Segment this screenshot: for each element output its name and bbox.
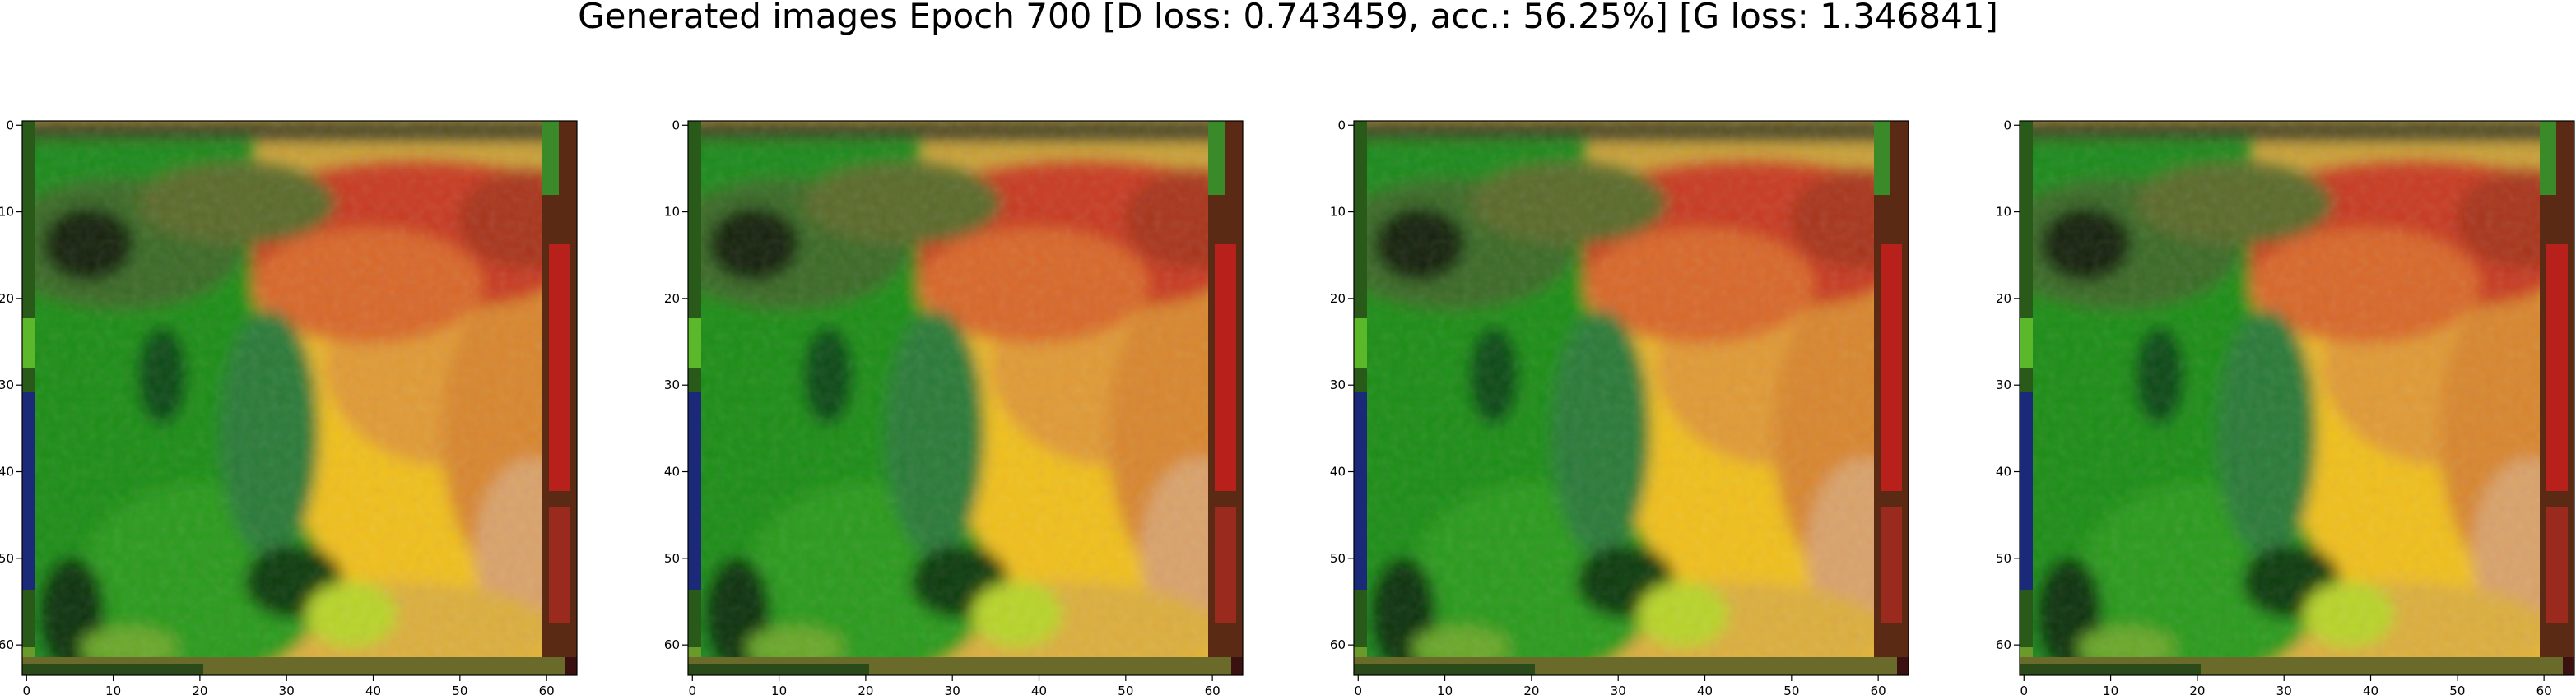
axes-frame (2019, 120, 2575, 676)
x-tick-label: 0 (2020, 683, 2028, 695)
x-tick-label: 40 (1697, 683, 1713, 695)
x-tick-label: 60 (2536, 683, 2552, 695)
x-tick-label: 30 (2276, 683, 2292, 695)
y-tick-label: 0 (2003, 118, 2011, 132)
image-panel-3: 0 10 20 30 40 50 60 0 10 20 30 40 50 60 (1329, 118, 1946, 695)
x-tick-label: 10 (2103, 683, 2118, 695)
y-tick-label: 50 (1330, 551, 1346, 566)
y-tick-label: 10 (1996, 205, 2011, 220)
y-tick-label: 40 (1996, 465, 2011, 480)
y-tick-label: 10 (664, 205, 680, 220)
generated-image (663, 121, 1281, 695)
x-tick-label: 50 (1783, 683, 1799, 695)
y-tick-label: 0 (6, 118, 14, 132)
y-tick-label: 20 (1330, 291, 1346, 306)
figure-title: Generated images Epoch 700 [D loss: 0.74… (578, 0, 1998, 36)
axes-frame (1353, 120, 1909, 676)
x-tick-label: 10 (771, 683, 787, 695)
y-tick-label: 30 (664, 378, 680, 392)
axes-frame (21, 120, 578, 676)
y-tick-label: 30 (0, 378, 14, 392)
y-tick-label: 40 (1330, 465, 1346, 480)
image-panel-1: 0 10 20 30 40 50 60 0 10 20 30 40 50 60 (0, 118, 615, 695)
y-tick-label: 40 (0, 465, 14, 480)
y-tick-label: 10 (0, 205, 14, 220)
y-tick-label: 10 (1330, 205, 1346, 220)
y-tick-label: 30 (1996, 378, 2011, 392)
x-tick-label: 30 (1611, 683, 1626, 695)
generated-image (0, 121, 615, 695)
x-tick-label: 20 (192, 683, 207, 695)
y-tick-label: 60 (1330, 637, 1346, 652)
x-tick-label: 10 (105, 683, 121, 695)
x-tick-label: 20 (1523, 683, 1539, 695)
y-tick-label: 20 (1996, 291, 2011, 306)
y-tick-label: 50 (0, 551, 14, 566)
y-tick-label: 20 (0, 291, 14, 306)
x-tick-label: 0 (22, 683, 30, 695)
y-tick-label: 60 (0, 637, 14, 652)
x-tick-label: 40 (2363, 683, 2378, 695)
x-tick-label: 50 (1118, 683, 1133, 695)
x-tick-label: 30 (945, 683, 960, 695)
x-tick-label: 60 (1871, 683, 1886, 695)
x-tick-label: 60 (1205, 683, 1221, 695)
x-tick-label: 50 (452, 683, 467, 695)
x-tick-label: 40 (1031, 683, 1047, 695)
y-tick-label: 20 (664, 291, 680, 306)
y-tick-label: 40 (664, 465, 680, 480)
y-tick-label: 50 (664, 551, 680, 566)
x-tick-label: 50 (2449, 683, 2465, 695)
image-panel-4: 0 10 20 30 40 50 60 0 10 20 30 40 50 60 (1995, 118, 2576, 695)
x-tick-label: 0 (1354, 683, 1362, 695)
x-tick-label: 30 (279, 683, 295, 695)
x-tick-label: 20 (2189, 683, 2205, 695)
axes-frame (687, 120, 1244, 676)
y-tick-label: 60 (664, 637, 680, 652)
generated-image (1329, 121, 1946, 695)
x-tick-label: 0 (688, 683, 696, 695)
x-tick-label: 20 (858, 683, 873, 695)
x-tick-label: 60 (539, 683, 555, 695)
image-panel-2: 0 10 20 30 40 50 60 0 10 20 30 40 50 60 (663, 118, 1281, 695)
y-tick-label: 60 (1996, 637, 2011, 652)
y-tick-label: 50 (1996, 551, 2011, 566)
y-tick-label: 30 (1330, 378, 1346, 392)
x-tick-label: 40 (365, 683, 381, 695)
y-tick-label: 0 (1337, 118, 1346, 132)
y-tick-label: 0 (672, 118, 680, 132)
generated-image (1995, 121, 2576, 695)
x-tick-label: 10 (1437, 683, 1453, 695)
